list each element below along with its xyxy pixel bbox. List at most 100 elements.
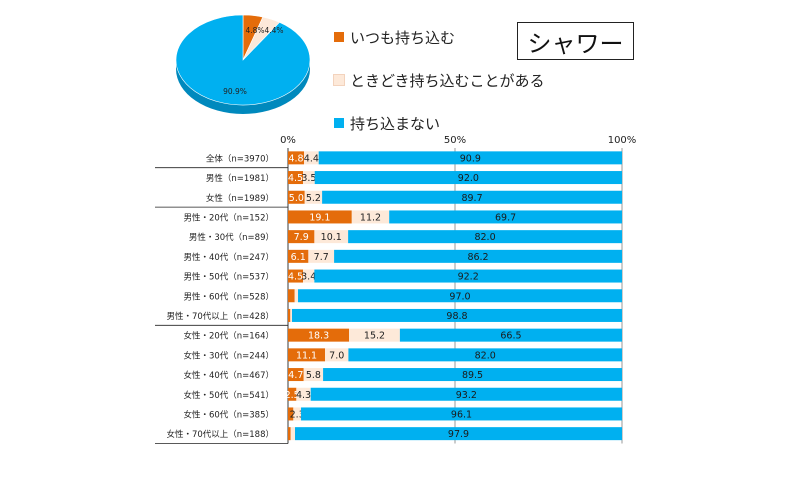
- category-label-13: 女性・60代（n=385）: [183, 409, 274, 420]
- bar-label-10-2: 82.0: [475, 350, 496, 361]
- legend-item-never: 持ち込まない: [334, 112, 545, 134]
- chart-title: シャワー: [517, 22, 634, 60]
- category-label-2: 女性（n=1989）: [206, 193, 274, 204]
- bar-label-7-2: 97.0: [449, 291, 470, 302]
- bar-1-2: [314, 171, 622, 185]
- bar-label-5-2: 86.2: [467, 252, 488, 263]
- legend-label-always: いつも持ち込む: [350, 28, 456, 47]
- bar-2-1: [304, 190, 323, 204]
- bar-0-2: [318, 151, 622, 165]
- bar-11-0: [288, 368, 304, 382]
- bar-10-0: [288, 348, 326, 362]
- bar-label-4-0: 7.9: [294, 232, 309, 243]
- bar-1-1: [303, 171, 315, 185]
- bar-label-12-0: 2.5: [285, 390, 300, 401]
- bar-5-0: [288, 249, 309, 263]
- bar-label-1-0: 4.5: [288, 173, 303, 184]
- bar-13-2: [301, 407, 622, 421]
- bar-label-9-2: 66.5: [500, 331, 521, 342]
- legend-swatch-sometimes: [333, 74, 345, 86]
- bar-0-0: [288, 151, 305, 165]
- x-tick-label-1: 50%: [444, 135, 466, 146]
- legend-label-never: 持ち込まない: [350, 114, 441, 133]
- bar-label-4-1: 10.1: [321, 232, 342, 243]
- bar-label-2-0: 5.0: [289, 193, 304, 204]
- bar-10-2: [348, 348, 622, 362]
- bar-12-0: [288, 387, 297, 401]
- legend-label-sometimes: ときどき持ち込むことがある: [350, 71, 545, 90]
- bar-6-2: [314, 269, 622, 283]
- bar-6-0: [288, 269, 304, 283]
- bar-11-2: [323, 368, 622, 382]
- bar-label-14-2: 97.9: [448, 429, 469, 440]
- category-label-10: 女性・30代（n=244）: [183, 350, 274, 361]
- pie-label-1: 4.4%: [264, 26, 283, 35]
- bar-3-2: [389, 210, 622, 224]
- bar-label-9-0: 18.3: [308, 331, 329, 342]
- bar-4-2: [348, 230, 622, 244]
- bar-label-12-1: 4.3: [296, 390, 311, 401]
- bar-label-3-1: 11.2: [360, 212, 381, 223]
- bar-label-11-1: 5.8: [306, 370, 321, 381]
- bar-label-8-2: 98.8: [446, 311, 467, 322]
- bar-6-1: [303, 269, 315, 283]
- category-label-11: 女性・40代（n=467）: [183, 370, 274, 381]
- category-label-1: 男性（n=1981）: [206, 173, 274, 184]
- x-tick-label-0: 0%: [280, 135, 296, 146]
- x-tick-label-2: 100%: [608, 135, 637, 146]
- bar-0-1: [304, 151, 319, 165]
- category-label-9: 女性・20代（n=164）: [183, 331, 274, 342]
- legend-item-sometimes: ときどき持ち込むことがある: [333, 69, 545, 91]
- legend-swatch-never: [334, 118, 344, 128]
- bar-label-12-2: 93.2: [456, 390, 477, 401]
- legend-swatch-always: [334, 32, 344, 42]
- bar-2-2: [322, 190, 622, 204]
- bar-4-0: [288, 230, 315, 244]
- bar-label-0-0: 4.8: [288, 153, 303, 164]
- category-label-8: 男性・70代以上（n=428）: [166, 311, 274, 322]
- category-label-12: 女性・50代（n=541）: [183, 390, 274, 401]
- bar-9-2: [399, 328, 622, 342]
- bar-label-9-1: 15.2: [364, 331, 385, 342]
- bar-label-11-2: 89.5: [462, 370, 483, 381]
- bar-7-0: [288, 289, 295, 303]
- bar-label-0-2: 90.9: [460, 153, 481, 164]
- bar-label-13-1: 2.3: [290, 409, 305, 420]
- bar-label-0-1: 4.4: [304, 153, 319, 164]
- bar-3-1: [351, 210, 390, 224]
- bar-8-1: [290, 308, 293, 322]
- legend-item-always: いつも持ち込む: [334, 26, 545, 48]
- pie-side: [176, 60, 310, 114]
- bar-label-1-1: 3.5: [301, 173, 316, 184]
- bar-10-1: [325, 348, 349, 362]
- category-label-6: 男性・50代（n=537）: [183, 272, 274, 283]
- bar-1-0: [288, 171, 304, 185]
- bar-label-4-2: 82.0: [474, 232, 495, 243]
- bar-label-6-2: 92.2: [458, 272, 479, 283]
- bar-7-2: [298, 289, 622, 303]
- bar-8-0: [288, 308, 291, 322]
- bar-label-3-2: 69.7: [495, 212, 516, 223]
- category-label-3: 男性・20代（n=152）: [183, 212, 274, 223]
- bar-9-0: [288, 328, 350, 342]
- bar-label-10-1: 7.0: [329, 350, 344, 361]
- category-label-4: 男性・30代（n=89）: [189, 232, 274, 243]
- bar-11-1: [303, 368, 324, 382]
- category-label-5: 男性・40代（n=247）: [183, 252, 274, 263]
- pie-label-2: 90.9%: [223, 87, 247, 96]
- bar-label-1-2: 92.0: [458, 173, 479, 184]
- category-label-7: 男性・60代（n=528）: [183, 291, 274, 302]
- bar-13-0: [288, 407, 294, 421]
- bar-3-0: [288, 210, 352, 224]
- bar-7-1: [294, 289, 299, 303]
- bar-label-6-0: 4.5: [288, 272, 303, 283]
- bar-14-1: [290, 427, 296, 441]
- bar-9-1: [349, 328, 400, 342]
- bar-label-2-2: 89.7: [461, 193, 482, 204]
- legend: いつも持ち込む ときどき持ち込むことがある 持ち込まない: [333, 26, 545, 155]
- bar-8-2: [292, 308, 622, 322]
- bar-5-1: [308, 249, 335, 263]
